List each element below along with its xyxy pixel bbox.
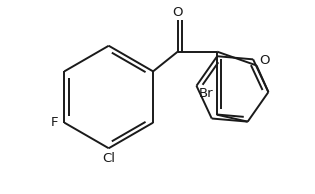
- Text: Cl: Cl: [102, 152, 115, 165]
- Text: F: F: [51, 116, 58, 129]
- Text: O: O: [172, 6, 183, 19]
- Text: O: O: [259, 54, 270, 67]
- Text: Br: Br: [199, 87, 214, 100]
